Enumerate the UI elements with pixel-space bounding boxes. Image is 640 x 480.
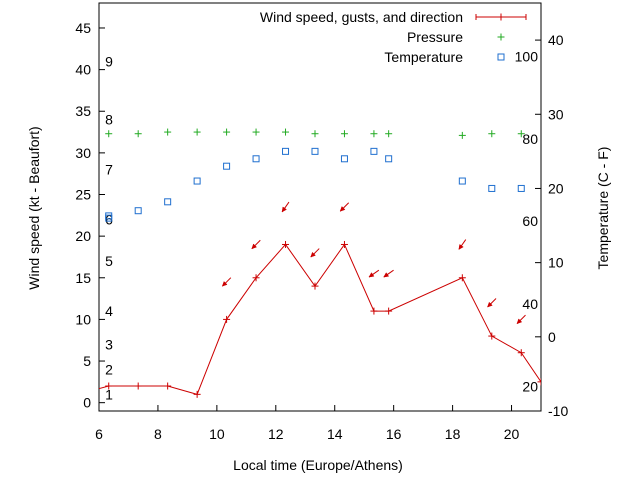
left-axis-ticks: 0 5 10 15 20 25 30 35 40 45 — [75, 20, 105, 411]
beaufort-label: 8 — [105, 112, 113, 128]
wind-direction-arrows — [221, 201, 526, 325]
left-tick-label: 15 — [75, 270, 91, 286]
left-tick-label: 20 — [75, 228, 91, 244]
x-tick-label: 14 — [327, 426, 343, 442]
right-tick-label: 20 — [548, 180, 564, 196]
x-tick-label: 20 — [504, 426, 520, 442]
left-axis-title: Wind speed (kt - Beaufort) — [26, 126, 42, 289]
temperature-point — [223, 162, 231, 170]
wind-direction-arrow — [487, 298, 497, 308]
wind-direction-arrow — [251, 239, 261, 250]
beaufort-label: 3 — [105, 336, 113, 352]
x-tick-label: 18 — [445, 426, 461, 442]
beaufort-labels: 1 2 3 4 5 6 7 8 9 — [105, 53, 113, 402]
beaufort-label: 4 — [105, 303, 113, 319]
left-tick-label: 0 — [83, 395, 91, 411]
right-tick-label: 10 — [548, 255, 564, 271]
temperature-point — [252, 155, 260, 163]
x-axis-title: Local time (Europe/Athens) — [233, 457, 403, 473]
legend-item: Wind speed, gusts, and direction — [260, 9, 527, 25]
legend-label: Pressure — [407, 29, 463, 45]
fahrenheit-label: 40 — [522, 296, 538, 312]
plot-border — [98, 2, 542, 412]
temperature-point — [164, 198, 172, 206]
temperature-point — [458, 177, 466, 185]
temperature-point — [385, 155, 393, 163]
beaufort-label: 9 — [105, 53, 113, 69]
wind-direction-arrow — [281, 201, 290, 213]
right-axis-title: Temperature (C - F) — [595, 147, 611, 270]
beaufort-label: 2 — [105, 361, 113, 377]
right-tick-label: 0 — [548, 329, 556, 345]
x-tick-label: 8 — [154, 426, 162, 442]
left-tick-label: 40 — [75, 62, 91, 78]
legend-item: Temperature — [384, 49, 505, 65]
fahrenheit-label: 80 — [522, 131, 538, 147]
right-tick-label: 30 — [548, 106, 564, 122]
beaufort-label: 6 — [105, 211, 113, 227]
wind-direction-arrow — [310, 248, 320, 258]
fahrenheit-label: 60 — [522, 213, 538, 229]
fahrenheit-labels: 20 40 60 80 100 — [515, 48, 539, 394]
right-tick-label: 40 — [548, 32, 564, 48]
legend-marker-sample — [497, 53, 505, 61]
pressure-series — [105, 128, 525, 139]
temperature-point — [134, 207, 142, 215]
wind-direction-arrow — [458, 239, 467, 250]
left-tick-label: 30 — [75, 145, 91, 161]
beaufort-label: 5 — [105, 253, 113, 269]
temperature-point — [340, 155, 348, 163]
wind-direction-arrow — [221, 277, 232, 287]
wind-direction-arrow — [339, 202, 350, 212]
temperature-point — [282, 147, 290, 155]
wind-series — [99, 240, 541, 398]
right-axis-ticks: -10 0 10 20 30 40 — [535, 32, 568, 419]
left-tick-label: 45 — [75, 20, 91, 36]
temperature-point — [193, 177, 201, 185]
wind-direction-arrow — [368, 269, 380, 278]
wind-direction-arrow — [516, 314, 526, 325]
wind-speed-line — [99, 243, 541, 395]
x-tick-label: 6 — [95, 426, 103, 442]
temperature-point — [105, 212, 113, 220]
temperature-point — [517, 184, 525, 192]
temperature-point — [488, 184, 496, 192]
temperature-point — [311, 147, 319, 155]
temperature-series — [105, 147, 525, 222]
left-tick-label: 10 — [75, 311, 91, 327]
legend-item: Pressure — [407, 29, 505, 45]
left-tick-label: 25 — [75, 187, 91, 203]
x-axis-ticks: 6 8 10 12 14 16 18 20 — [95, 405, 520, 442]
legend-label: Temperature — [384, 49, 463, 65]
left-tick-label: 35 — [75, 103, 91, 119]
x-tick-label: 12 — [268, 426, 284, 442]
wind-direction-arrow — [383, 269, 394, 278]
legend-label: Wind speed, gusts, and direction — [260, 9, 463, 25]
temperature-point — [370, 147, 378, 155]
x-tick-label: 16 — [386, 426, 402, 442]
x-tick-label: 10 — [209, 426, 225, 442]
fahrenheit-label: 20 — [522, 379, 538, 395]
right-tick-label: -10 — [548, 403, 568, 419]
beaufort-label: 7 — [105, 162, 113, 178]
beaufort-label: 1 — [105, 386, 113, 402]
legend: Wind speed, gusts, and direction Pressure… — [260, 9, 527, 65]
fahrenheit-label: 100 — [515, 48, 539, 64]
plot-frame — [98, 2, 542, 412]
left-tick-label: 5 — [83, 353, 91, 369]
